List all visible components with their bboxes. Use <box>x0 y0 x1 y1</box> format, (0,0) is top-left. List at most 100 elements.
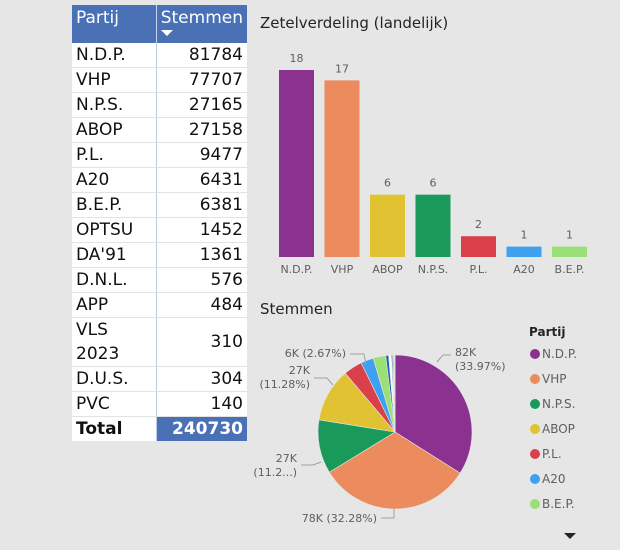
legend-title: Partij <box>529 325 565 339</box>
pie-data-label: (11.28%) <box>259 378 310 391</box>
pie-slice-ndp[interactable] <box>394 354 473 474</box>
legend-item[interactable]: A20 <box>542 472 565 486</box>
party-cell: OPTSU <box>72 217 157 243</box>
party-cell: VHP <box>72 67 157 93</box>
table-row[interactable]: DA'91 1361 <box>72 242 247 268</box>
votes-cell: 140 <box>156 391 247 417</box>
legend-marker-icon <box>530 374 540 384</box>
votes-cell: 484 <box>156 292 247 318</box>
bar-data-label: 1 <box>566 229 573 242</box>
total-row: Total 240730 <box>72 416 247 441</box>
pie-data-label: 27K <box>276 452 298 465</box>
votes-cell: 304 <box>156 366 247 392</box>
party-cell: D.U.S. <box>72 366 157 392</box>
x-tick-label: P.L. <box>469 263 487 276</box>
votes-cell: 6431 <box>156 167 247 193</box>
votes-cell: 1361 <box>156 242 247 268</box>
bar-ndp[interactable] <box>279 70 314 257</box>
legend-item[interactable]: N.D.P. <box>542 347 577 361</box>
legend-marker-icon <box>530 449 540 459</box>
votes-cell: 77707 <box>156 67 247 93</box>
table-row[interactable]: N.P.S. 27165 <box>72 92 247 118</box>
pie-data-label: 6K (2.67%) <box>285 347 346 360</box>
leader-line <box>436 354 451 363</box>
leader-line <box>301 461 322 466</box>
votes-cell: 81784 <box>156 43 247 68</box>
x-tick-label: B.E.P. <box>555 263 585 276</box>
sort-descending-icon[interactable] <box>160 30 173 36</box>
votes-cell: 576 <box>156 267 247 293</box>
legend-item[interactable]: VHP <box>542 372 566 386</box>
pie-slice-vhp[interactable] <box>328 431 461 510</box>
legend-marker-icon <box>530 424 540 434</box>
column-header-votes[interactable]: Stemmen <box>156 5 247 43</box>
leader-line <box>314 377 334 386</box>
party-cell: ABOP <box>72 117 157 143</box>
party-cell: VLS 2023 <box>72 317 157 367</box>
legend-marker-icon <box>530 349 540 359</box>
leader-line <box>350 353 367 366</box>
pie-chart-title: Stemmen <box>260 300 333 318</box>
bar-data-label: 1 <box>521 229 528 242</box>
legend-item[interactable]: N.P.S. <box>542 397 575 411</box>
x-tick-label: N.P.S. <box>418 263 449 276</box>
table-row[interactable]: ABOP 27158 <box>72 117 247 143</box>
legend-item[interactable]: ABOP <box>542 422 575 436</box>
x-tick-label: A20 <box>513 263 535 276</box>
table-row[interactable]: PVC 140 <box>72 391 247 417</box>
column-header-party[interactable]: Partij <box>72 5 157 43</box>
legend-marker-icon <box>530 399 540 409</box>
legend-marker-icon <box>530 474 540 484</box>
legend-marker-icon <box>530 499 540 509</box>
x-tick-label: VHP <box>331 263 354 276</box>
bar-data-label: 2 <box>475 218 482 231</box>
table-row[interactable]: B.E.P. 6381 <box>72 192 247 218</box>
table-row[interactable]: N.D.P. 81784 <box>72 43 247 68</box>
votes-cell: 6381 <box>156 192 247 218</box>
total-value: 240730 <box>156 416 247 441</box>
bar-data-label: 6 <box>430 177 437 190</box>
pie-data-label: (33.97%) <box>455 360 506 373</box>
bar-pl[interactable] <box>461 236 496 257</box>
bar-data-label: 17 <box>335 62 349 75</box>
party-cell: B.E.P. <box>72 192 157 218</box>
party-cell: N.P.S. <box>72 92 157 118</box>
votes-cell: 310 <box>156 317 247 367</box>
table-row[interactable]: D.U.S. 304 <box>72 366 247 392</box>
table-row[interactable]: APP 484 <box>72 292 247 318</box>
table-row[interactable]: P.L. 9477 <box>72 142 247 168</box>
votes-cell: 27165 <box>156 92 247 118</box>
party-cell: DA'91 <box>72 242 157 268</box>
bar-a20[interactable] <box>506 246 542 257</box>
pie-data-label: (11.2...) <box>253 466 297 479</box>
x-tick-label: N.D.P. <box>280 263 312 276</box>
scroll-down-arrow-icon[interactable] <box>564 533 576 539</box>
votes-table: Partij Stemmen N.D.P. 81784 VHP 77707 N.P.S.… <box>72 5 247 441</box>
bar-data-label: 18 <box>290 52 304 65</box>
pie-data-label: 82K <box>455 346 477 359</box>
votes-cell: 1452 <box>156 217 247 243</box>
legend-item[interactable]: P.L. <box>542 447 562 461</box>
bar-nps[interactable] <box>415 194 451 257</box>
votes-cell: 9477 <box>156 142 247 168</box>
table-row[interactable]: VLS 2023 310 <box>72 317 247 367</box>
table-row[interactable]: VHP 77707 <box>72 67 247 93</box>
party-cell: PVC <box>72 391 157 417</box>
legend-item[interactable]: B.E.P. <box>542 497 575 511</box>
table-header-row: Partij Stemmen <box>72 5 247 43</box>
bar-bep[interactable] <box>552 246 587 257</box>
table-row[interactable]: D.N.L. 576 <box>72 267 247 293</box>
total-label: Total <box>72 416 157 441</box>
bar-abop[interactable] <box>370 194 405 257</box>
table-row[interactable]: A20 6431 <box>72 167 247 193</box>
x-tick-label: ABOP <box>372 263 403 276</box>
bar-vhp[interactable] <box>324 80 360 257</box>
votes-cell: 27158 <box>156 117 247 143</box>
pie-data-label: 27K <box>289 364 311 377</box>
leader-line <box>381 509 395 519</box>
table-row[interactable]: OPTSU 1452 <box>72 217 247 243</box>
party-cell: A20 <box>72 167 157 193</box>
bar-chart-title: Zetelverdeling (landelijk) <box>260 14 449 32</box>
party-cell: D.N.L. <box>72 267 157 293</box>
